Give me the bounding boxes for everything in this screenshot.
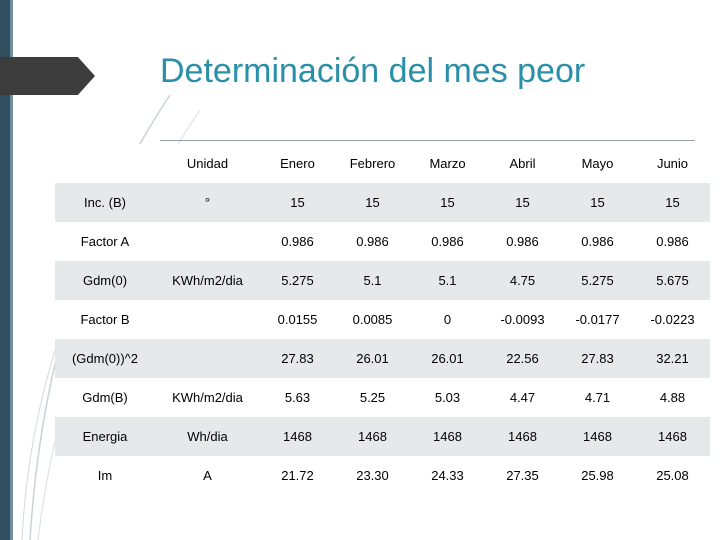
value-cell: 27.83 [560,339,635,378]
value-cell: -0.0223 [635,300,710,339]
value-cell: 24.33 [410,456,485,495]
value-cell: 15 [560,183,635,222]
table-row: Gdm(0) KWh/m2/dia 5.275 5.1 5.1 4.75 5.275 5.67… [55,261,710,300]
value-cell: 5.1 [335,261,410,300]
header-cell: Junio [635,144,710,183]
table-row: Inc. (B) ° 15 15 15 15 15 15 [55,183,710,222]
value-cell: 23.30 [335,456,410,495]
unit-cell: KWh/m2/dia [155,378,260,417]
value-cell: 32.21 [635,339,710,378]
value-cell: 1468 [485,417,560,456]
table-row: Factor A 0.986 0.986 0.986 0.986 0.986 0.986 [55,222,710,261]
value-cell: 15 [260,183,335,222]
value-cell: 26.01 [410,339,485,378]
value-cell: 5.275 [260,261,335,300]
table-row: Gdm(B) KWh/m2/dia 5.63 5.25 5.03 4.47 4.71 4.88 [55,378,710,417]
value-cell: 0.986 [260,222,335,261]
header-cell [55,144,155,183]
value-cell: 5.275 [560,261,635,300]
value-cell: 27.35 [485,456,560,495]
value-cell: 26.01 [335,339,410,378]
table-header-row: Unidad Enero Febrero Marzo Abril Mayo Ju… [55,144,710,183]
month-table: Unidad Enero Febrero Marzo Abril Mayo Ju… [55,144,710,495]
unit-cell [155,222,260,261]
table-row: Im A 21.72 23.30 24.33 27.35 25.98 25.08 [55,456,710,495]
title-marker-tab [0,57,95,95]
value-cell: 5.03 [410,378,485,417]
value-cell: 0.986 [335,222,410,261]
value-cell: 15 [335,183,410,222]
unit-cell: A [155,456,260,495]
header-cell: Mayo [560,144,635,183]
value-cell: 0.0155 [260,300,335,339]
value-cell: 0.986 [410,222,485,261]
left-accent-bar [0,0,10,540]
row-label: Inc. (B) [55,183,155,222]
value-cell: 0 [410,300,485,339]
value-cell: 0.986 [485,222,560,261]
value-cell: -0.0093 [485,300,560,339]
value-cell: 1468 [410,417,485,456]
header-cell: Unidad [155,144,260,183]
value-cell: 21.72 [260,456,335,495]
table-row: (Gdm(0))^2 27.83 26.01 26.01 22.56 27.83 32.21 [55,339,710,378]
row-label: Energia [55,417,155,456]
value-cell: 15 [410,183,485,222]
table-row: Factor B 0.0155 0.0085 0 -0.0093 -0.0177 -0.02… [55,300,710,339]
left-accent-stripe [10,0,13,540]
value-cell: 25.98 [560,456,635,495]
value-cell: -0.0177 [560,300,635,339]
value-cell: 4.47 [485,378,560,417]
page-title: Determinación del mes peor [160,52,586,90]
value-cell: 22.56 [485,339,560,378]
header-cell: Abril [485,144,560,183]
value-cell: 4.88 [635,378,710,417]
value-cell: 5.1 [410,261,485,300]
row-label: Factor B [55,300,155,339]
unit-cell: Wh/dia [155,417,260,456]
value-cell: 25.08 [635,456,710,495]
unit-cell: KWh/m2/dia [155,261,260,300]
value-cell: 5.63 [260,378,335,417]
title-divider [160,140,695,141]
header-cell: Enero [260,144,335,183]
value-cell: 0.986 [560,222,635,261]
unit-cell [155,300,260,339]
value-cell: 5.675 [635,261,710,300]
value-cell: 15 [635,183,710,222]
header-cell: Marzo [410,144,485,183]
value-cell: 1468 [560,417,635,456]
row-label: (Gdm(0))^2 [55,339,155,378]
unit-cell: ° [155,183,260,222]
value-cell: 27.83 [260,339,335,378]
row-label: Gdm(0) [55,261,155,300]
row-label: Factor A [55,222,155,261]
value-cell: 1468 [335,417,410,456]
value-cell: 5.25 [335,378,410,417]
value-cell: 15 [485,183,560,222]
unit-cell [155,339,260,378]
value-cell: 4.75 [485,261,560,300]
row-label: Gdm(B) [55,378,155,417]
value-cell: 1468 [260,417,335,456]
value-cell: 0.0085 [335,300,410,339]
value-cell: 0.986 [635,222,710,261]
table-row: Energia Wh/dia 1468 1468 1468 1468 1468 1468 [55,417,710,456]
value-cell: 1468 [635,417,710,456]
value-cell: 4.71 [560,378,635,417]
row-label: Im [55,456,155,495]
header-cell: Febrero [335,144,410,183]
